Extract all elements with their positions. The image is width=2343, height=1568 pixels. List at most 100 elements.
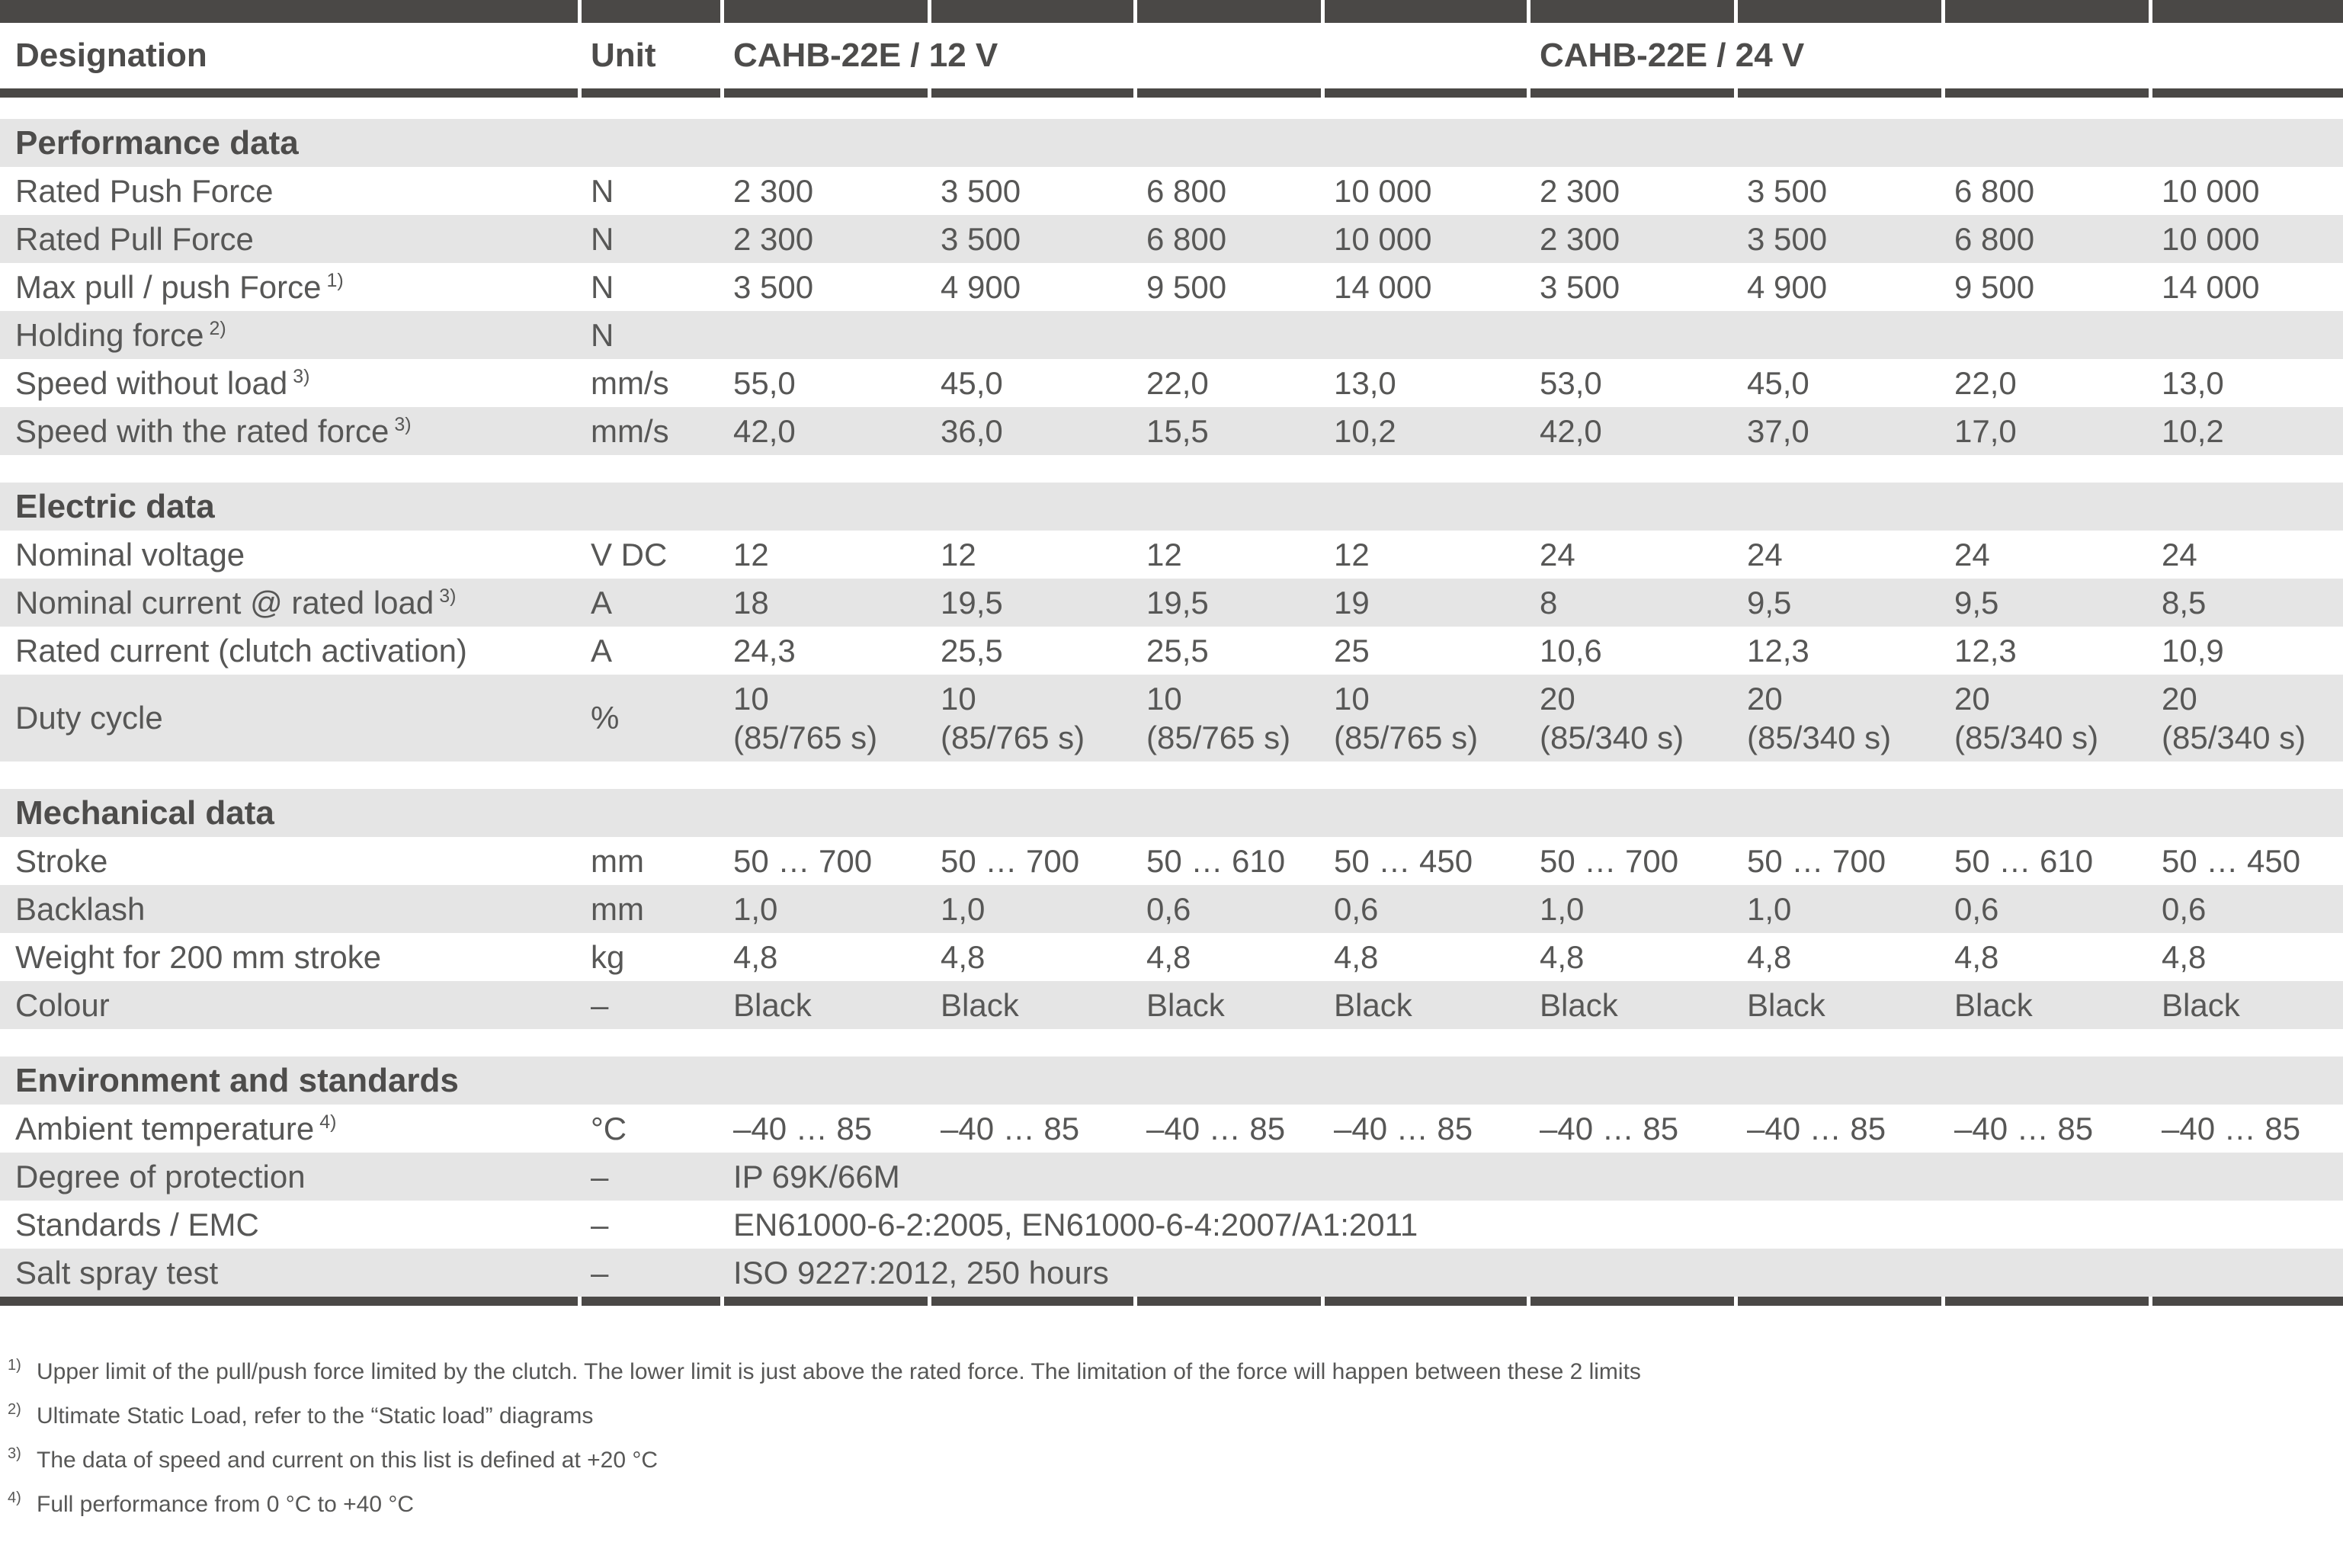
designation-cell: Holding force 2)	[0, 311, 582, 359]
footnotes: 1) Upper limit of the pull/push force lim…	[5, 1357, 2343, 1518]
value-cell: 50 … 450	[1334, 842, 1473, 879]
value-cell	[724, 311, 931, 359]
bar-segment	[931, 1297, 1133, 1306]
bar-segment	[1137, 88, 1321, 98]
bottom-rule	[0, 1297, 2343, 1306]
designation-cell: Max pull / push Force 1)	[0, 263, 582, 311]
value-cell: 6 800	[1954, 220, 2035, 257]
table-row: Colour – Black Black Black Black Black Black Bla…	[0, 981, 2343, 1029]
bar-segment	[931, 88, 1133, 98]
table-row: Nominal current @ rated load 3) A 18 19,5 19,…	[0, 579, 2343, 627]
value-line: 20	[1954, 680, 1990, 717]
row-label: Degree of protection	[15, 1158, 306, 1194]
bar-segment	[1137, 0, 1321, 23]
value-cell: 14 000	[1334, 268, 1432, 305]
value-cell	[1738, 311, 1945, 359]
section-header-row: Electric data	[0, 483, 2343, 531]
bar-segment	[0, 88, 578, 98]
unit-cell: –	[591, 1158, 609, 1194]
value-cell: 3 500	[1747, 172, 1828, 209]
designation-cell: Nominal current @ rated load 3)	[0, 579, 582, 627]
value-cell: 9 500	[1954, 268, 2035, 305]
value-cell: 50 … 700	[1747, 842, 1886, 879]
footnote-marker: 3)	[8, 1445, 21, 1462]
value-cell: 10,2	[2162, 412, 2224, 449]
table-row: Rated current (clutch activation) A 24,3 25…	[0, 627, 2343, 675]
designation-cell: Degree of protection	[0, 1153, 582, 1201]
designation-cell: Salt spray test	[0, 1249, 582, 1297]
value-cell: 45,0	[1747, 364, 1809, 401]
value-cell: 24,3	[733, 632, 796, 669]
value-cell: 19,5	[1146, 584, 1209, 620]
value-line: (85/765 s)	[1146, 720, 1291, 755]
value-cell: 20 (85/340 s)	[2152, 675, 2343, 762]
footnote-marker: 2)	[8, 1401, 21, 1418]
group-header-12v: CAHB-22E / 12 V	[733, 37, 998, 74]
bar-segment	[1945, 1297, 2149, 1306]
value-cell: 12,3	[1954, 632, 2017, 669]
section-title: Performance data	[15, 123, 299, 162]
section-title: Mechanical data	[15, 794, 274, 832]
row-label: Standards / EMC	[15, 1206, 259, 1243]
value-cell: Black	[733, 986, 812, 1023]
unit-cell: A	[591, 584, 613, 620]
header-rule	[0, 88, 2343, 98]
bar-segment	[1945, 0, 2149, 23]
unit-cell: %	[591, 700, 620, 736]
value-cell: –40 … 85	[1540, 1110, 1679, 1146]
value-cell: 15,5	[1146, 412, 1209, 449]
unit-cell: kg	[591, 938, 625, 975]
value-cell: 3 500	[733, 268, 814, 305]
value-line: (85/765 s)	[941, 720, 1085, 755]
section-header-row: Environment and standards	[0, 1057, 2343, 1105]
value-line: 10	[733, 680, 769, 717]
value-cell: 12	[1146, 536, 1182, 572]
bar-segment	[2152, 88, 2343, 98]
bar-segment	[1738, 0, 1941, 23]
section-header-row: Mechanical data	[0, 789, 2343, 837]
value-cell: 19,5	[941, 584, 1003, 620]
row-label: Stroke	[15, 842, 108, 879]
value-cell: 10 000	[1334, 220, 1432, 257]
value-cell: 24	[2162, 536, 2197, 572]
value-cell: 10,6	[1540, 632, 1602, 669]
value-cell: 55,0	[733, 364, 796, 401]
bar-segment	[1325, 1297, 1527, 1306]
table-row: Salt spray test – ISO 9227:2012, 250 hours	[0, 1249, 2343, 1297]
table-row: Ambient temperature 4) °C –40 … 85 –40 … 85 –…	[0, 1105, 2343, 1153]
value-cell: 4,8	[1146, 938, 1191, 975]
value-cell: 18	[733, 584, 769, 620]
value-cell: 12	[1334, 536, 1370, 572]
value-line: (85/340 s)	[1747, 720, 1892, 755]
value-cell: Black	[1540, 986, 1618, 1023]
value-cell: 1,0	[941, 890, 986, 927]
value-line: (85/340 s)	[2162, 720, 2306, 755]
value-cell: –40 … 85	[733, 1110, 873, 1146]
table-row: Holding force 2) N	[0, 311, 2343, 359]
value-cell: 4 900	[1747, 268, 1828, 305]
row-label: Max pull / push Force 1)	[15, 268, 344, 305]
value-cell: 10 (85/765 s)	[931, 675, 1137, 762]
value-cell: 3 500	[1747, 220, 1828, 257]
designation-cell: Duty cycle	[0, 675, 582, 762]
value-span-cell: EN61000-6-2:2005, EN61000-6-4:2007/A1:20…	[733, 1206, 1418, 1243]
value-cell: 0,6	[1954, 890, 1999, 927]
value-cell: –40 … 85	[1954, 1110, 2094, 1146]
value-cell: 9,5	[1747, 584, 1792, 620]
value-cell: 6 800	[1146, 172, 1227, 209]
value-cell: 20 (85/340 s)	[1945, 675, 2152, 762]
value-cell: Black	[1146, 986, 1225, 1023]
unit-cell: mm/s	[591, 364, 669, 401]
value-cell: Black	[1334, 986, 1412, 1023]
table-row: Rated Pull Force N 2 300 3 500 6 800 10 000 2 …	[0, 215, 2343, 263]
value-cell	[1137, 311, 1325, 359]
value-cell: 4,8	[1334, 938, 1379, 975]
label-superscript: 3)	[394, 413, 412, 435]
bar-segment	[1325, 88, 1527, 98]
value-cell: 19	[1334, 584, 1370, 620]
value-cell: 22,0	[1954, 364, 2017, 401]
table-row: Speed without load 3) mm/s 55,0 45,0 22,0 13,0…	[0, 359, 2343, 407]
bar-segment	[582, 0, 720, 23]
footnote-text: The data of speed and current on this li…	[37, 1448, 658, 1473]
